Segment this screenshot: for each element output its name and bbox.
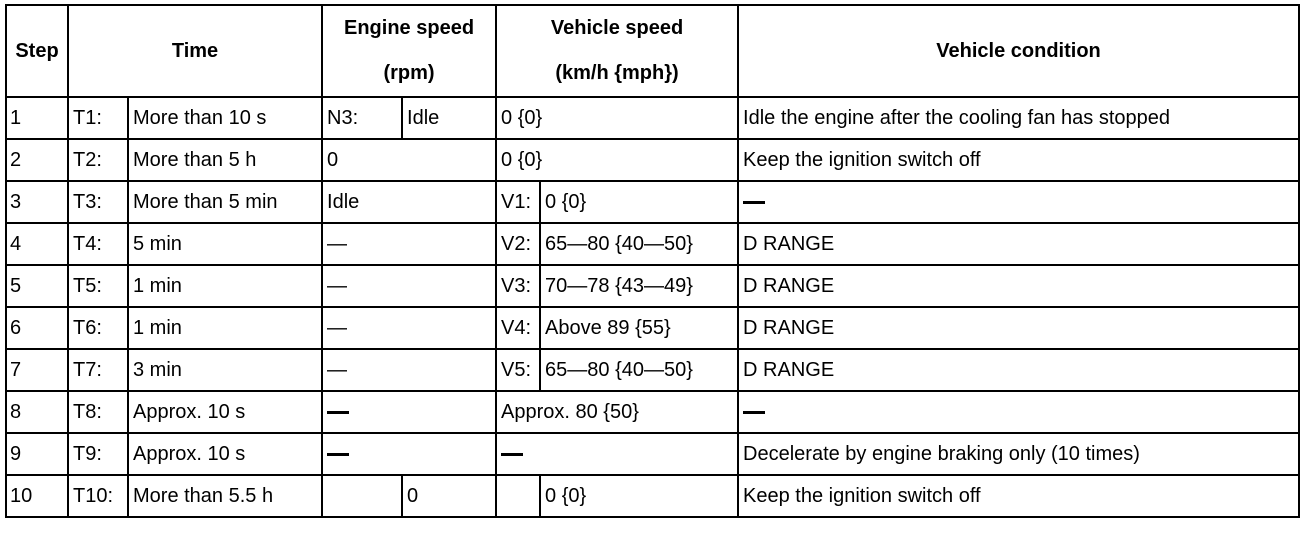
time-value-cell: 5 min [126,222,324,266]
vehicle-speed-cell: 0 {0} [495,138,740,182]
vehicle-label-cell: V4: [495,306,542,350]
vehicle-label-cell: V5: [495,348,542,392]
vehicle-speed-cell: Approx. 80 {50} [495,390,740,434]
time-value-cell: 1 min [126,264,324,308]
engine-speed-cell: — [321,222,498,266]
time-label-cell: T1: [67,96,129,140]
vehicle-value-cell: 0 {0} [539,474,740,518]
header-row: Step Time Engine speed Vehicle speed Veh… [5,4,1301,98]
step-cell: 5 [5,264,69,308]
engine-label-cell: N3: [321,96,404,140]
header-engine-speed-unit: (rpm) [321,51,498,98]
vehicle-label-cell: V2: [495,222,542,266]
header-vehicle-speed-unit: (km/h {mph}) [495,51,740,98]
step-cell: 8 [5,390,69,434]
condition-cell: Idle the engine after the cooling fan ha… [737,96,1301,140]
table-row: 7 T7: 3 min — V5: 65—80 {40—50} D RANGE [5,348,1301,392]
header-vehicle-condition: Vehicle condition [737,4,1301,98]
table-row: 10 T10: More than 5.5 h 0 0 {0} Keep the… [5,474,1301,518]
table-row: 2 T2: More than 5 h 0 0 {0} Keep the ign… [5,138,1301,182]
table-row: 3 T3: More than 5 min Idle V1: 0 {0} — [5,180,1301,224]
table-row: 1 T1: More than 10 s N3: Idle 0 {0} Idle… [5,96,1301,140]
engine-speed-cell: — [321,348,498,392]
time-label-cell: T10: [67,474,129,518]
time-value-cell: More than 5.5 h [126,474,324,518]
time-label-cell: T4: [67,222,129,266]
engine-value-cell: Idle [401,96,498,140]
header-engine-speed: Engine speed [321,4,498,51]
table-header: Step Time Engine speed Vehicle speed Veh… [5,4,1301,98]
table-row: 5 T5: 1 min — V3: 70—78 {43—49} D RANGE [5,264,1301,308]
dash-mark: — [743,410,766,414]
header-vehicle-speed: Vehicle speed [495,4,740,51]
step-cell: 2 [5,138,69,182]
step-cell: 3 [5,180,69,224]
time-value-cell: Approx. 10 s [126,432,324,476]
time-value-cell: More than 5 h [126,138,324,182]
engine-speed-cell: Idle [321,180,498,224]
table-row: 9 T9: Approx. 10 s — — Decelerate by eng… [5,432,1301,476]
table-row: 8 T8: Approx. 10 s — Approx. 80 {50} — [5,390,1301,434]
time-value-cell: 1 min [126,306,324,350]
engine-value-cell: 0 [401,474,498,518]
table-row: 4 T4: 5 min — V2: 65—80 {40—50} D RANGE [5,222,1301,266]
step-cell: 4 [5,222,69,266]
header-row-units: (rpm) (km/h {mph}) [6,51,1299,98]
vehicle-value-cell: 0 {0} [539,180,740,224]
vehicle-value-cell: 70—78 {43—49} [539,264,740,308]
vehicle-value-cell: 65—80 {40—50} [539,222,740,266]
step-cell: 6 [5,306,69,350]
time-label-cell: T3: [67,180,129,224]
engine-speed-cell: — [321,264,498,308]
time-label-cell: T2: [67,138,129,182]
engine-speed-cell: — [321,432,498,476]
condition-cell: Keep the ignition switch off [737,138,1301,182]
engine-speed-cell: 0 [321,138,498,182]
engine-label-cell [321,474,404,518]
header-time: Time [66,4,324,98]
dash-mark: — [327,452,350,456]
table-body: 1 T1: More than 10 s N3: Idle 0 {0} Idle… [5,96,1301,518]
vehicle-label-cell [495,474,542,518]
step-cell: 7 [5,348,69,392]
step-cell: 10 [5,474,69,518]
drive-cycle-table: Step Time Engine speed Vehicle speed Veh… [5,4,1301,518]
condition-cell: D RANGE [737,222,1301,266]
dash-mark: — [743,200,766,204]
engine-speed-cell: — [321,306,498,350]
step-cell: 9 [5,432,69,476]
header-step: Step [5,4,69,98]
condition-cell: Keep the ignition switch off [737,474,1301,518]
step-cell: 1 [5,96,69,140]
vehicle-speed-cell: — [495,432,740,476]
time-value-cell: More than 5 min [126,180,324,224]
time-label-cell: T6: [67,306,129,350]
time-label-cell: T9: [67,432,129,476]
vehicle-label-cell: V1: [495,180,542,224]
condition-cell: D RANGE [737,348,1301,392]
time-value-cell: Approx. 10 s [126,390,324,434]
engine-speed-cell: — [321,390,498,434]
time-label-cell: T5: [67,264,129,308]
time-label-cell: T7: [67,348,129,392]
vehicle-value-cell: 65—80 {40—50} [539,348,740,392]
time-label-cell: T8: [67,390,129,434]
dash-mark: — [327,410,350,414]
time-value-cell: 3 min [126,348,324,392]
condition-cell: — [737,390,1301,434]
condition-cell: D RANGE [737,306,1301,350]
dash-mark: — [501,452,524,456]
vehicle-value-cell: Above 89 {55} [539,306,740,350]
condition-cell: — [737,180,1301,224]
vehicle-label-cell: V3: [495,264,542,308]
condition-cell: D RANGE [737,264,1301,308]
vehicle-speed-cell: 0 {0} [495,96,740,140]
condition-cell: Decelerate by engine braking only (10 ti… [737,432,1301,476]
time-value-cell: More than 10 s [126,96,324,140]
table-row: 6 T6: 1 min — V4: Above 89 {55} D RANGE [5,306,1301,350]
